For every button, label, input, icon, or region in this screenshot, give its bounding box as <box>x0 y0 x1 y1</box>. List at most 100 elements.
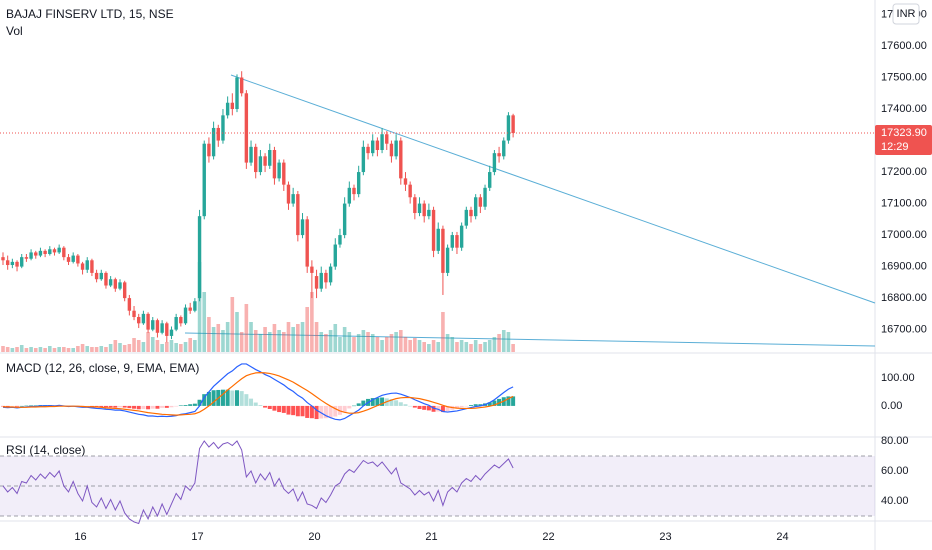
macd-histogram-bar <box>398 402 403 406</box>
candle-body <box>137 317 141 324</box>
macd-histogram-bar <box>309 405 314 419</box>
candle-body <box>431 209 436 251</box>
macd-histogram-bar <box>132 405 137 409</box>
candle-body <box>52 249 57 253</box>
candle-body <box>76 255 80 264</box>
macd-histogram-bar <box>286 405 291 415</box>
rsi-tick-label: 40.00 <box>881 495 909 507</box>
volume-bar <box>211 327 216 352</box>
volume-bar <box>282 332 286 352</box>
candle-body <box>277 162 281 179</box>
macd-histogram-bar <box>258 405 263 406</box>
volume-bar <box>277 330 281 352</box>
volume-bar <box>394 332 398 352</box>
currency-box <box>892 3 920 25</box>
candle-body <box>99 272 103 280</box>
volume-bar <box>15 347 19 352</box>
candle-body <box>122 282 127 299</box>
y-tick-label: 17000.00 <box>881 229 927 241</box>
macd-histogram-bar <box>422 405 427 410</box>
macd-histogram-bar <box>10 405 15 407</box>
volume-bar <box>431 340 436 352</box>
volume-bar <box>38 347 43 352</box>
macd-tick-label: 100.00 <box>881 372 915 384</box>
volume-bar <box>249 322 253 352</box>
candle-body <box>29 252 33 259</box>
y-tick-label: 17100.00 <box>881 197 927 209</box>
macd-histogram-bar <box>319 405 324 419</box>
volume-bar <box>300 322 305 352</box>
volume-bar <box>29 347 33 352</box>
volume-bar <box>333 324 338 352</box>
macd-histogram-bar <box>333 405 338 417</box>
macd-histogram-bar <box>342 405 347 413</box>
candle-body <box>165 323 169 336</box>
volume-bar <box>216 324 221 352</box>
candle-body <box>174 317 178 330</box>
macd-histogram-bar <box>108 405 113 408</box>
candle-body <box>450 235 454 248</box>
candle-body <box>263 156 267 166</box>
candle-body <box>155 320 160 333</box>
volume-bar <box>127 344 132 352</box>
volume-bar <box>403 337 408 352</box>
candle-body <box>244 93 249 163</box>
volume-bar <box>10 348 15 352</box>
volume-bar <box>286 322 291 352</box>
macd-histogram-bar <box>29 405 34 406</box>
candle-body <box>268 150 272 166</box>
candle-body <box>305 219 309 267</box>
candle-body <box>216 127 220 141</box>
candle-body <box>385 134 389 144</box>
macd-histogram-bar <box>244 394 249 406</box>
candle-body <box>291 194 295 204</box>
volume-bar <box>183 342 188 352</box>
macd-histogram-bar <box>220 389 225 406</box>
candle-body <box>249 146 253 163</box>
macd-histogram-bar <box>370 398 375 406</box>
candle-body <box>66 257 71 262</box>
volume-bar <box>356 334 361 352</box>
candle-body <box>422 203 426 217</box>
candle-body <box>20 257 24 267</box>
macd-histogram-bar <box>511 396 516 406</box>
macd-histogram-bar <box>380 397 385 406</box>
macd-histogram-bar <box>188 404 193 406</box>
volume-bar <box>324 334 328 352</box>
volume-bar <box>441 312 445 352</box>
macd-histogram-bar <box>197 399 202 406</box>
candle-body <box>347 187 352 204</box>
candle-body <box>324 272 328 283</box>
macd-histogram-bar <box>19 405 24 407</box>
macd-histogram-bar <box>169 405 174 408</box>
macd-histogram-bar <box>33 405 38 406</box>
candle-body <box>188 307 192 311</box>
candle-body <box>441 228 445 273</box>
macd-title: MACD (12, 26, close, 9, EMA, EMA) <box>6 361 199 375</box>
candle-body <box>366 146 370 154</box>
candle-body <box>473 197 478 217</box>
volume-bar <box>225 322 230 352</box>
volume-bar <box>5 347 10 352</box>
candle-body <box>361 146 366 173</box>
volume-bar <box>19 345 24 352</box>
volume-bar <box>506 332 511 352</box>
macd-histogram-bar <box>122 405 127 408</box>
volume-bar <box>99 346 104 352</box>
candle-body <box>286 184 291 204</box>
candle-body <box>132 310 136 318</box>
macd-line <box>2 363 514 421</box>
volume-bar <box>319 332 324 352</box>
volume-bar <box>469 344 473 352</box>
candle-body <box>300 219 305 236</box>
macd-histogram-bar <box>230 390 235 406</box>
macd-histogram-bar <box>394 400 399 406</box>
candle-body <box>43 250 47 254</box>
volume-bar <box>375 337 380 352</box>
x-tick-label: 24 <box>776 531 788 543</box>
volume-bar <box>52 348 57 352</box>
y-tick-label: 16900.00 <box>881 261 927 273</box>
candle-body <box>5 260 10 266</box>
y-tick-label: 16800.00 <box>881 292 927 304</box>
